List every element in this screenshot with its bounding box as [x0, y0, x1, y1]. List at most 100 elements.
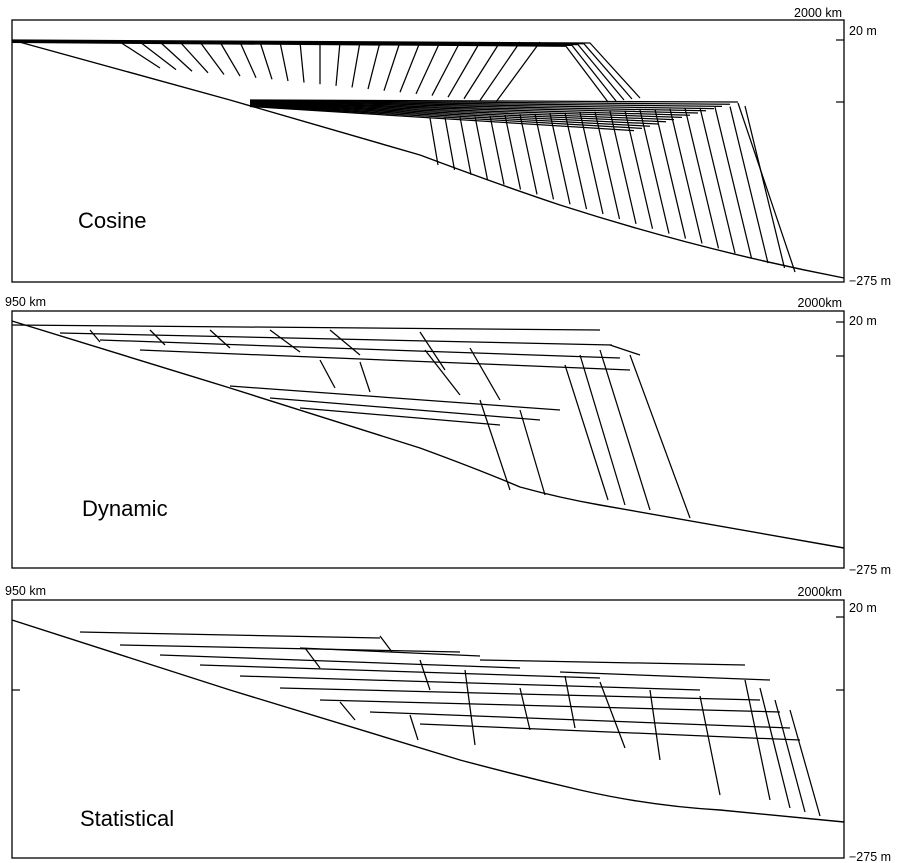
layer-boundary: [299, 41, 305, 83]
layer-boundary: [249, 101, 699, 114]
layer-boundary: [259, 41, 273, 80]
layer-boundary: [444, 117, 456, 171]
layer-boundary: [419, 659, 431, 691]
layer-boundary: [359, 361, 371, 393]
layer-boundary: [139, 41, 177, 71]
layer-boundary: [249, 105, 643, 130]
layer-boundary: [609, 344, 641, 356]
layer-boundary: [639, 109, 670, 234]
panel-frame: [11, 599, 845, 859]
layer-boundary: [11, 39, 633, 100]
layer-boundary: [519, 114, 538, 195]
layer-boundary: [479, 399, 511, 491]
layer-boundary: [789, 709, 821, 817]
layer-boundary: [594, 111, 621, 220]
layer-boundary: [59, 332, 613, 346]
layer-boundary: [447, 41, 481, 98]
layer-boundary: [379, 635, 393, 653]
layer-boundary: [409, 714, 419, 741]
layer-boundary: [415, 41, 441, 95]
top-left-distance-label: 950 km: [5, 295, 46, 309]
upper-depth-label: 20 m: [849, 601, 877, 615]
layer-boundary: [209, 329, 231, 349]
layer-boundary: [159, 41, 193, 72]
top-right-distance-label: 2000km: [798, 296, 842, 310]
layer-boundary: [11, 39, 641, 99]
layer-boundary: [11, 324, 601, 331]
stratigraphic-layers: [11, 39, 796, 273]
layer-boundary: [367, 41, 381, 90]
layer-boundary: [319, 359, 336, 389]
layer-boundary: [249, 102, 691, 116]
layer-boundary: [249, 103, 675, 121]
layer-boundary: [479, 41, 521, 101]
top-right-distance-label: 2000km: [798, 585, 842, 599]
layer-boundary: [459, 116, 472, 175]
layer-boundary: [119, 41, 161, 69]
layer-boundary: [599, 681, 626, 749]
layer-boundary: [369, 711, 791, 729]
layer-boundary: [579, 112, 604, 215]
layer-boundary: [339, 701, 356, 721]
layer-boundary: [609, 111, 637, 224]
layer-boundary: [463, 41, 501, 100]
layer-boundary: [219, 41, 241, 77]
layer-boundary: [249, 99, 739, 103]
basement-surface: [11, 320, 845, 549]
layer-boundary: [431, 41, 461, 96]
layer-boundary: [299, 647, 481, 657]
layer-boundary: [699, 695, 721, 796]
layer-boundary: [744, 679, 771, 801]
stratigraphic-layers: [79, 631, 821, 817]
layer-boundary: [474, 116, 489, 180]
layer-boundary: [519, 409, 546, 496]
layer-boundary: [11, 41, 609, 103]
layer-boundary: [159, 654, 521, 669]
lower-depth-label: −275 m: [849, 850, 891, 863]
layer-boundary: [179, 41, 209, 74]
layer-boundary: [669, 108, 703, 244]
layer-boundary: [239, 675, 701, 691]
layer-boundary: [649, 689, 661, 761]
layer-boundary: [249, 100, 715, 110]
panel-dynamic: 950 km 2000km 20 m −275 m Dynamic: [5, 295, 891, 577]
layer-boundary: [419, 331, 446, 371]
layer-boundary: [564, 112, 588, 210]
lower-depth-label: −275 m: [849, 274, 891, 288]
layer-boundary: [89, 329, 101, 343]
layer-boundary: [99, 339, 621, 359]
layer-boundary: [269, 329, 301, 353]
layer-boundary: [737, 102, 796, 273]
layer-boundary: [119, 644, 461, 653]
layer-boundary: [419, 723, 801, 741]
layer-boundary: [519, 687, 531, 731]
layer-boundary: [335, 41, 341, 86]
panel-statistical: 950 km 2000km 20 m −275 m Statistical: [5, 584, 891, 863]
stratigraphic-layers: [11, 324, 691, 519]
layer-boundary: [714, 106, 753, 259]
basement-surface: [11, 619, 845, 823]
layer-boundary: [469, 347, 501, 401]
layer-boundary: [229, 385, 561, 411]
basement-surface: [11, 39, 845, 279]
layer-boundary: [319, 699, 781, 713]
layer-boundary: [304, 647, 321, 669]
layer-boundary: [11, 40, 625, 101]
layer-boundary: [534, 113, 555, 200]
layer-boundary: [239, 41, 257, 78]
panel-cosine: 2000 km 20 m −275 m Cosine: [11, 6, 891, 288]
layer-boundary: [489, 115, 505, 185]
layer-boundary: [579, 354, 626, 506]
layer-boundary: [654, 109, 687, 239]
layer-boundary: [504, 115, 522, 190]
layer-boundary: [249, 101, 707, 112]
layer-boundary: [495, 41, 541, 103]
layer-boundary: [744, 105, 786, 269]
panel-title: Dynamic: [82, 496, 168, 521]
layer-boundary: [299, 407, 501, 426]
panel-title: Statistical: [80, 806, 174, 831]
layer-boundary: [329, 329, 361, 356]
layer-boundary: [399, 41, 421, 93]
layer-boundary: [139, 349, 631, 371]
layer-boundary: [564, 364, 609, 501]
